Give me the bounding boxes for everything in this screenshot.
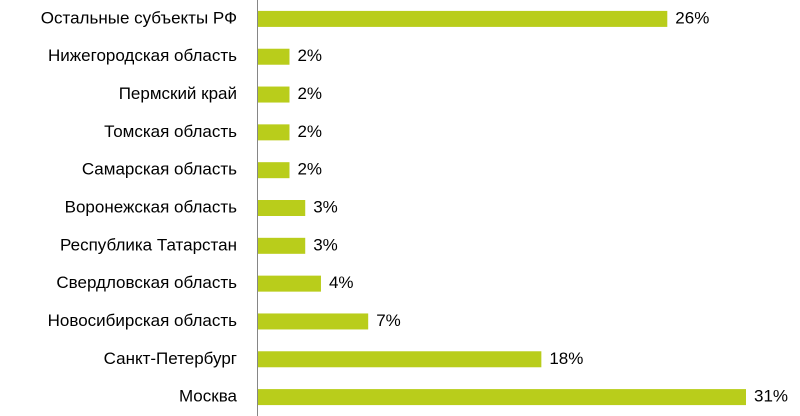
- value-label: 2%: [297, 160, 322, 179]
- value-label: 2%: [297, 84, 322, 103]
- value-label: 26%: [675, 8, 709, 27]
- value-label: 2%: [297, 46, 322, 65]
- bar: [258, 389, 746, 406]
- value-label: 2%: [297, 122, 322, 141]
- bar: [258, 124, 290, 141]
- bar: [258, 313, 369, 330]
- bar: [258, 237, 306, 254]
- category-label: Новосибирская область: [48, 311, 237, 330]
- value-label: 7%: [376, 311, 401, 330]
- bar: [258, 86, 290, 103]
- value-label: 3%: [313, 197, 338, 216]
- category-label: Самарская область: [82, 160, 237, 179]
- category-label: Воронежская область: [65, 197, 238, 216]
- category-label: Москва: [179, 387, 238, 406]
- category-label: Свердловская область: [56, 273, 237, 292]
- bar: [258, 200, 306, 216]
- value-label: 31%: [754, 387, 788, 406]
- category-label: Пермский край: [119, 84, 237, 103]
- bar: [258, 10, 668, 27]
- bar: [258, 351, 542, 368]
- bar: [258, 275, 321, 292]
- bar: [258, 48, 290, 65]
- category-label: Республика Татарстан: [60, 235, 237, 254]
- bar: [258, 162, 290, 179]
- category-label: Нижегородская область: [48, 46, 237, 65]
- category-label: Санкт-Петербург: [104, 349, 237, 368]
- value-label: 4%: [329, 273, 354, 292]
- category-label: Томская область: [104, 122, 237, 141]
- value-label: 18%: [549, 349, 583, 368]
- value-label: 3%: [313, 235, 338, 254]
- category-label: Остальные субъекты РФ: [41, 8, 237, 27]
